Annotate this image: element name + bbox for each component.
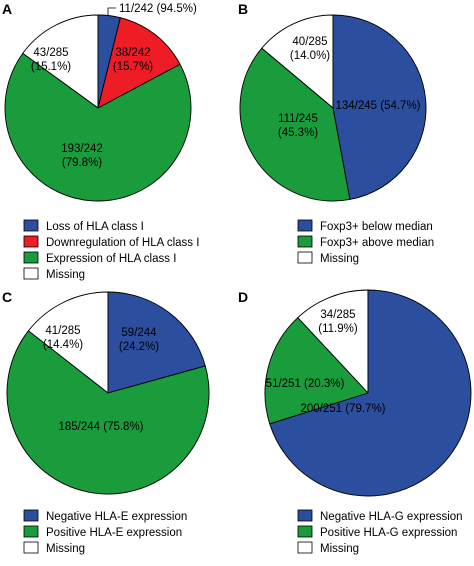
legend-swatch xyxy=(23,541,39,554)
legend-label: Expression of HLA class I xyxy=(46,253,176,265)
legend-swatch xyxy=(297,525,313,538)
pie-slice xyxy=(22,14,99,109)
pie-slice xyxy=(264,317,369,425)
legend-label: Positive HLA-E expression xyxy=(46,527,182,539)
pie-slice xyxy=(6,330,210,495)
legend-label: Downregulation of HLA class I xyxy=(46,237,199,249)
legend: Foxp3+ below median Foxp3+ above median Mi… xyxy=(297,219,434,265)
panel-letter: B xyxy=(238,1,248,17)
legend: Loss of HLA class I Downregulation of HLA… xyxy=(23,219,199,281)
slice-label: 43/285 (15.1%) xyxy=(31,47,71,73)
legend-swatch xyxy=(23,219,39,232)
slice-label: 11/242 (94.5%) xyxy=(119,3,197,15)
legend-swatch xyxy=(297,251,313,264)
pie-panel-b: B 134/245 (54.7%) 111/245 (45.3%) 40/285 (14.… xyxy=(238,1,434,265)
slice-label: 41/285 (14.4%) xyxy=(43,325,83,351)
panel-letter: A xyxy=(2,1,12,17)
slice-label: 134/245 (54.7%) xyxy=(335,100,420,112)
slice-label: 185/244 (75.8%) xyxy=(58,421,143,433)
slice-label: 40/285 (14.0%) xyxy=(290,36,330,62)
legend-label: Negative HLA-E expression xyxy=(46,511,187,523)
legend-label: Foxp3+ above median xyxy=(320,237,434,249)
legend-swatch xyxy=(297,541,313,554)
panel-letter: D xyxy=(238,289,248,305)
pie-slice xyxy=(239,47,351,202)
pie-slice xyxy=(261,14,334,109)
slice-label: 59/244 (24.2%) xyxy=(119,327,159,353)
slice-label: 38/242 (15.7%) xyxy=(113,47,153,73)
slice-label: 111/245 (45.3%) xyxy=(278,113,318,139)
legend-swatch xyxy=(23,251,39,264)
pie-panel-a: A 11/242 (94.5%) 38/242 (15.7%) 193/242 (79.8… xyxy=(2,1,199,281)
pie-slice xyxy=(107,291,206,394)
slice-label: 34/285 (11.9%) xyxy=(318,309,358,335)
legend: Negative HLA-G expression Positive HLA-G … xyxy=(297,509,463,555)
slice-label: 193/242 (79.8%) xyxy=(61,143,103,169)
legend-label: Negative HLA-G expression xyxy=(320,511,463,523)
legend-label: Missing xyxy=(46,543,85,555)
pie-slice xyxy=(297,289,369,394)
pie-slice xyxy=(4,52,192,202)
slice-label: 51/251 (20.3%) xyxy=(266,378,345,390)
legend-label: Missing xyxy=(320,543,359,555)
pie-slice xyxy=(332,14,427,200)
legend-swatch xyxy=(297,509,313,522)
legend-label: Loss of HLA class I xyxy=(46,221,144,233)
pie-panel-d: D 200/251 (79.7%) 51/251 (20.3%) 34/285 (11.… xyxy=(238,289,472,555)
legend-swatch xyxy=(297,235,313,248)
pie-slice xyxy=(97,17,181,109)
legend-swatch xyxy=(23,525,39,538)
pie-slice xyxy=(27,291,109,394)
slice-label: 200/251 (79.7%) xyxy=(300,403,385,415)
legend: Negative HLA-E expression Positive HLA-E … xyxy=(23,509,187,555)
pie-panel-c: C 59/244 (24.2%) 185/244 (75.8%) 41/285 (14.4… xyxy=(2,289,210,555)
legend-swatch xyxy=(23,267,39,280)
legend-label: Missing xyxy=(46,269,85,281)
legend-label: Foxp3+ below median xyxy=(320,221,433,233)
legend-swatch xyxy=(297,219,313,232)
legend-label: Positive HLA-G expression xyxy=(320,527,457,539)
legend-swatch xyxy=(23,509,39,522)
legend-swatch xyxy=(23,235,39,248)
panel-letter: C xyxy=(2,289,12,305)
label-leader-line xyxy=(107,7,116,16)
pie-slice xyxy=(269,289,472,497)
legend-label: Missing xyxy=(320,253,359,265)
